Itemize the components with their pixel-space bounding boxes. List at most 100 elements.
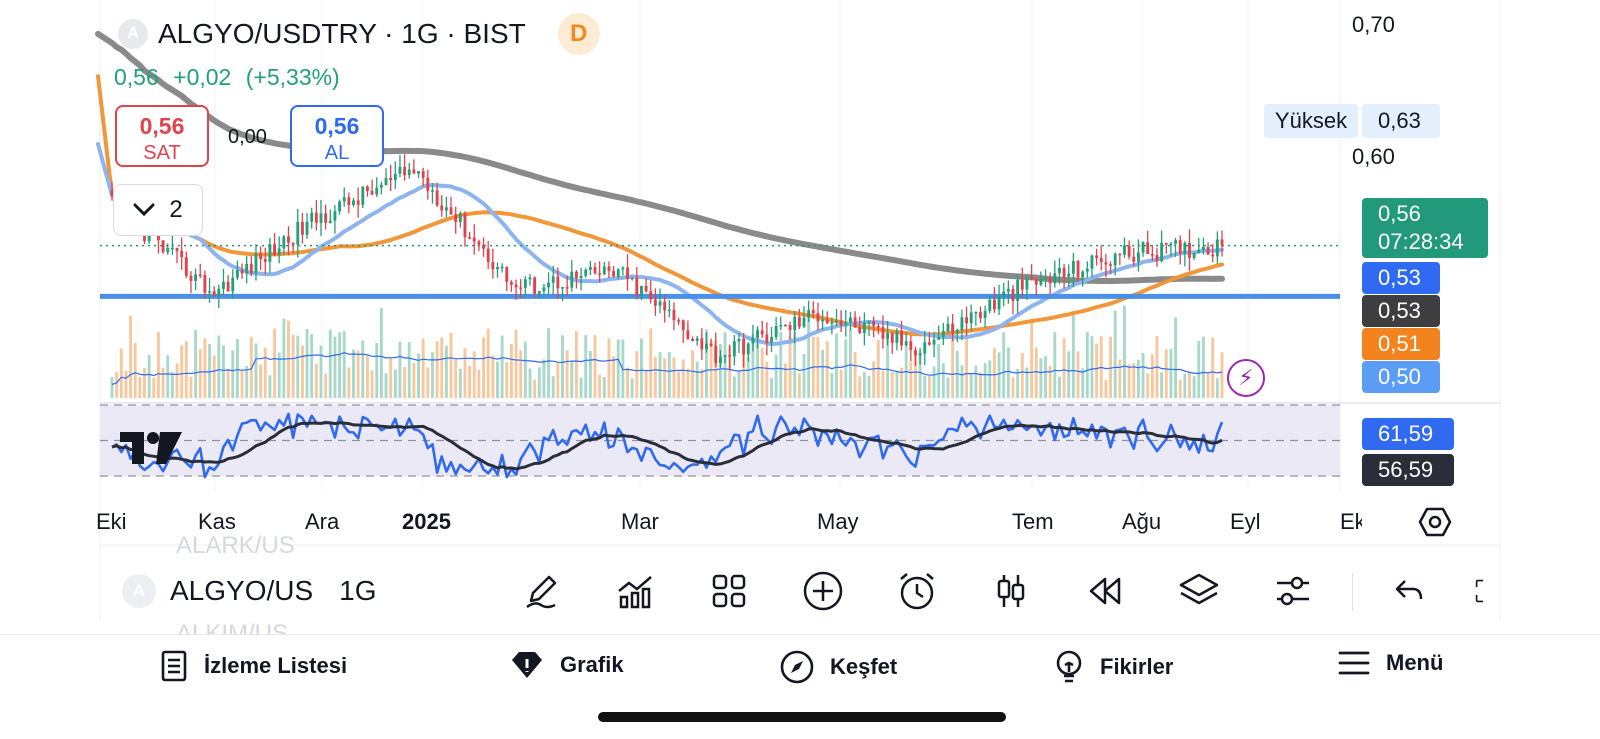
candle [305, 213, 309, 239]
chart-title-bar[interactable]: A ALGYO/USDTRY · 1G · BIST D [118, 13, 600, 55]
candle-body [1127, 245, 1131, 257]
lightning-icon[interactable]: ⚡ [1227, 359, 1265, 397]
symbol-picker[interactable]: A ALGYO/US 1G [122, 574, 377, 608]
volume-bar [742, 337, 746, 398]
candle [259, 246, 263, 271]
candle-body [960, 317, 964, 330]
candle-body [300, 222, 304, 235]
symbol-picker-ghost-below: ALKIM/US [176, 623, 288, 634]
alarm-icon[interactable] [894, 568, 940, 614]
candle-body [946, 323, 950, 332]
candle [825, 311, 829, 325]
volume-bar [365, 355, 369, 398]
candle-body [909, 341, 913, 351]
nav-explore[interactable]: Keşfet [780, 650, 897, 684]
candle [779, 316, 783, 331]
bar-countdown: 07:28:34 [1378, 229, 1464, 254]
buy-label: AL [324, 142, 350, 164]
undo-icon[interactable] [1386, 568, 1432, 614]
buy-button[interactable]: 0,56 AL [290, 105, 384, 167]
candle-body [1201, 247, 1205, 250]
candle-body [561, 287, 564, 289]
candle-body [588, 267, 592, 270]
indicators-collapse-button[interactable]: 2 [113, 184, 203, 236]
nav-menu[interactable]: Menü [1338, 650, 1443, 676]
volume-bar [565, 350, 569, 398]
volume-bar [1071, 314, 1075, 398]
add-icon[interactable] [800, 568, 846, 614]
candle [519, 279, 523, 299]
layers-icon[interactable] [1176, 568, 1222, 614]
volume-bar [324, 373, 328, 398]
toolbar-symbol[interactable]: ALGYO/US [170, 575, 314, 606]
candle [1044, 269, 1047, 288]
candle-body [858, 327, 862, 334]
candle-body [189, 275, 193, 281]
support-price-tag: 0,53 [1362, 262, 1440, 294]
candle-body [691, 338, 694, 341]
volume-bar [691, 350, 694, 398]
candle [1188, 229, 1191, 271]
candle [1099, 245, 1103, 271]
candle-body [1132, 256, 1136, 262]
candle [245, 255, 249, 284]
indicators-icon[interactable] [612, 568, 658, 614]
candle-body [811, 310, 815, 314]
candle-body [110, 190, 114, 196]
pencil-icon[interactable] [518, 568, 564, 614]
volume-ma-line [111, 351, 1223, 386]
candle [375, 177, 379, 198]
fullscreen-icon[interactable] [1474, 568, 1500, 614]
candle [830, 317, 834, 335]
nav-watchlist[interactable]: İzleme Listesi [160, 650, 347, 682]
volume-bar [635, 351, 639, 398]
volume-bar [579, 377, 583, 398]
volume-bar [802, 354, 806, 398]
candle-body [867, 321, 871, 323]
toolbar-interval[interactable]: 1G [339, 575, 377, 606]
candle-body [974, 312, 978, 314]
candle-body [700, 338, 704, 350]
candle-body [463, 213, 467, 238]
volume-bar [426, 367, 430, 398]
volume-bar [584, 335, 588, 398]
candle-body [1164, 242, 1168, 245]
candle [365, 185, 369, 197]
candle-body [407, 169, 411, 176]
volume-bar [1081, 368, 1085, 398]
candles-icon[interactable] [988, 568, 1034, 614]
candle [440, 195, 444, 217]
volume-bar [904, 346, 908, 398]
candle [1220, 230, 1224, 257]
candle [528, 273, 532, 286]
candle-body [1188, 242, 1191, 259]
candle [681, 319, 685, 343]
volume-bar [180, 345, 184, 398]
layouts-icon[interactable] [706, 568, 752, 614]
data-delay-badge[interactable]: D [557, 13, 600, 55]
nav-chart[interactable]: Grafik [510, 650, 624, 680]
candle [672, 302, 676, 331]
candle-body [616, 269, 620, 277]
candle-body [1141, 242, 1145, 253]
candle [1169, 242, 1173, 257]
candle [523, 276, 527, 297]
replay-icon[interactable] [1082, 568, 1128, 614]
symbol-title[interactable]: ALGYO/USDTRY · 1G · BIST [158, 18, 526, 49]
chart-settings-icon[interactable] [1418, 505, 1452, 539]
candle [709, 338, 713, 347]
candle [537, 291, 541, 299]
candle-body [890, 332, 894, 343]
candle [584, 267, 588, 278]
volume-bar [1169, 348, 1173, 398]
volume-bar [449, 332, 453, 398]
spread-value: 0,00 [228, 126, 267, 148]
nav-ideas[interactable]: Fikirler [1054, 650, 1173, 684]
volume-bar [147, 354, 151, 398]
sell-button[interactable]: 0,56 SAT [115, 105, 209, 167]
candle [263, 247, 267, 275]
candle [1127, 240, 1131, 260]
settings-sliders-icon[interactable] [1270, 568, 1316, 614]
volume-bar [1123, 305, 1126, 398]
